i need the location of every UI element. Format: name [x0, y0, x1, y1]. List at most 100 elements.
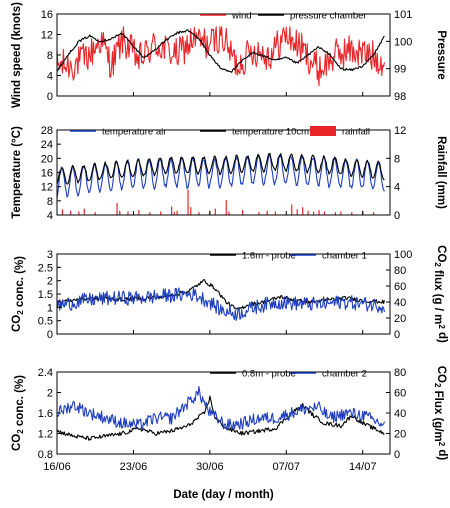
y-axis-label: Wind speed (knots) [11, 2, 23, 108]
rainfall-bar [149, 212, 151, 215]
y-tick-label: 4 [47, 210, 53, 222]
y-tick-label: 16 [41, 9, 53, 21]
y-tick-label: 1.6 [38, 408, 53, 420]
y2-tick-label: 12 [394, 125, 406, 137]
legend-label: 0.8m - probe [242, 369, 296, 380]
rainfall-bar [373, 212, 375, 215]
legend-label: temperature 10cm [232, 127, 309, 138]
rainfall-bar [307, 210, 309, 215]
y-axis-label: CO2 conc. (%) [11, 375, 26, 451]
y2-tick-label: 100 [394, 249, 412, 261]
y2-tick-label: 4 [394, 182, 400, 194]
y-tick-label: 2 [47, 388, 53, 400]
rainfall-bar [340, 211, 342, 215]
series-line-wind [56, 26, 386, 87]
x-axis-label: Date (day / month) [173, 489, 273, 501]
panel-2: 4 8 12 16 20 24 28 0 4 8 12 Temperature (°C) Rainfal… [11, 125, 447, 222]
rainfall-bar [312, 211, 315, 215]
y-tick-label: 1.5 [38, 289, 53, 301]
y2-tick-label: 0 [394, 210, 400, 222]
y-tick-label: 20 [41, 153, 53, 165]
plot-frame [56, 129, 391, 216]
rainfall-bar [334, 212, 337, 215]
y-tick-label: 0.5 [38, 316, 53, 328]
rainfall-bar [291, 204, 293, 215]
rainfall-bar [198, 212, 200, 215]
rainfall-bar [323, 211, 326, 215]
y2-tick-label: 0 [394, 449, 400, 461]
series-line-chamber-1 [56, 286, 386, 321]
y-tick-label: 8 [47, 196, 53, 208]
x-tick-label: 30/06 [196, 461, 224, 473]
x-tick-label: 16/06 [43, 461, 71, 473]
rainfall-bar [302, 207, 304, 215]
legend-swatch [310, 126, 336, 136]
series-line-1-6m-probe [56, 279, 386, 311]
rainfall-bar [258, 212, 260, 215]
y-tick-label: 28 [41, 125, 53, 137]
y-tick-label: 8 [47, 50, 53, 62]
y2-tick-label: 60 [394, 281, 406, 293]
y2-tick-label: 20 [394, 429, 406, 441]
series-line-chamber-2 [56, 385, 386, 431]
y2-axis-label: Rainfall (mm) [435, 136, 447, 209]
legend: temperature air temperature 10cm rainfall [70, 126, 370, 138]
legend: 1.6m - probe chamber 1 [210, 251, 367, 262]
legend-label: 1.6m - probe [242, 251, 296, 262]
legend-label: rainfall [342, 127, 370, 138]
y-tick-label: 0.8 [38, 449, 53, 461]
y2-axis-label: Pressure [435, 30, 447, 79]
y2-tick-label: 60 [394, 388, 406, 400]
panel-4: 0.8 1.2 1.6 2 2.4 0 20 40 60 80 CO2 conc. (%) CO2 F… [11, 366, 448, 501]
y-tick-label: 12 [41, 30, 53, 42]
y-tick-label: 2.4 [38, 367, 53, 379]
y2-tick-label: 40 [394, 297, 406, 309]
rainfall-bar [187, 189, 189, 215]
series-line-temperature-air [56, 153, 385, 199]
y-tick-label: 12 [41, 182, 53, 194]
rainfall-bar [70, 210, 72, 215]
rainfall-bar [242, 210, 244, 215]
y2-axis-label: CO2 flux (g / m2 d) [432, 245, 448, 343]
y-tick-label: 0 [47, 91, 53, 103]
x-tick-label: 23/06 [120, 461, 148, 473]
rainfall-bar [127, 211, 129, 215]
rainfall-bar [296, 209, 298, 215]
rainfall-bar [94, 212, 96, 215]
x-tick-label: 07/07 [273, 461, 301, 473]
y-tick-label: 3 [47, 249, 53, 261]
y2-tick-label: 40 [394, 408, 406, 420]
y2-tick-label: 99 [394, 64, 406, 76]
legend: wind pressure chamber [200, 11, 367, 22]
y-tick-label: 4 [47, 71, 53, 83]
rainfall-bar [214, 208, 216, 215]
y2-axis-label: CO2 Flux (g/m2 d) [432, 366, 448, 461]
legend: 0.8m - probe chamber 2 [210, 369, 367, 380]
y-tick-label: 1.2 [38, 429, 53, 441]
series-line-0-8m-probe [56, 395, 385, 441]
legend-label: pressure chamber [290, 11, 367, 22]
rainfall-bar [225, 200, 227, 215]
legend-label: chamber 2 [322, 369, 367, 380]
y2-tick-label: 8 [394, 153, 400, 165]
y2-tick-label: 98 [394, 91, 406, 103]
y-tick-label: 1 [47, 302, 53, 314]
y-tick-label: 0 [47, 329, 53, 341]
series-line-pressure-chamber [56, 29, 385, 73]
legend-label: chamber 1 [322, 251, 367, 262]
rainfall-bar [83, 208, 85, 215]
y2-tick-label: 101 [394, 9, 412, 21]
rainfall-bar [351, 212, 353, 215]
y-tick-label: 2.5 [38, 262, 53, 274]
y-tick-label: 24 [41, 139, 53, 151]
y-axis-label: CO2 conc. (%) [11, 256, 26, 332]
panel-1: 0 4 8 12 16 98 99 100 101 Wind speed (knots) Press… [11, 2, 447, 108]
y2-tick-label: 100 [394, 36, 412, 48]
y-tick-label: 2 [47, 276, 53, 288]
x-tick-label: 14/07 [349, 461, 377, 473]
rainfall-bar [173, 212, 175, 215]
y2-tick-label: 20 [394, 313, 406, 325]
y2-tick-label: 80 [394, 367, 406, 379]
